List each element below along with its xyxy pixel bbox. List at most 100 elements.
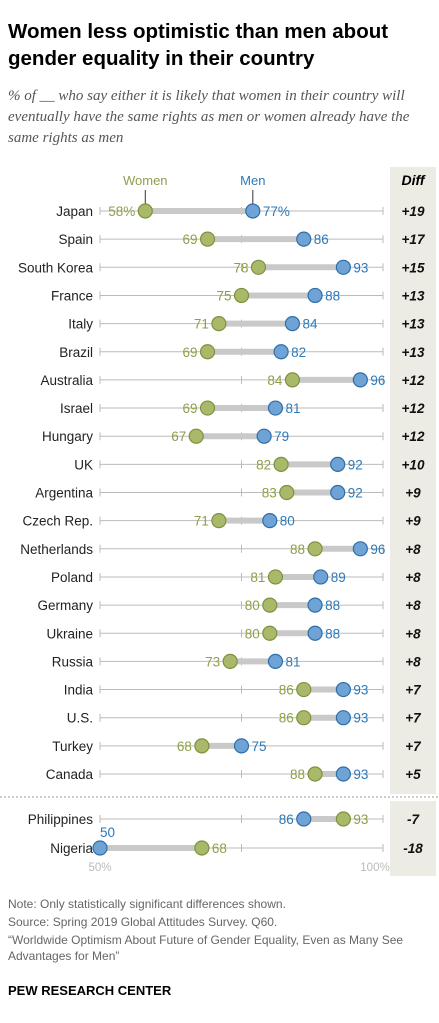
country-label: Argentina [35, 486, 93, 501]
country-label: Poland [51, 570, 93, 585]
diff-column-background [390, 167, 436, 794]
diff-value: +10 [402, 457, 425, 472]
women-dot [267, 569, 284, 585]
men-value-label: 50 [100, 825, 115, 840]
country-label: Spain [58, 232, 93, 247]
men-dot [335, 681, 351, 698]
country-label: Netherlands [20, 542, 93, 557]
legend-men: Men [240, 173, 265, 188]
men-dot [330, 456, 346, 472]
women-value-label: 82 [256, 457, 271, 472]
men-value-label: 88 [325, 288, 340, 303]
men-value-label: 93 [353, 683, 368, 698]
men-dot [296, 231, 312, 247]
country-label: Brazil [59, 345, 93, 360]
axis-label-50: 50% [88, 862, 111, 874]
diff-value: +7 [405, 739, 422, 754]
women-dot [222, 653, 238, 670]
country-label: Japan [56, 204, 93, 219]
men-dot [284, 316, 301, 332]
country-label: UK [74, 457, 93, 472]
women-dot [279, 484, 295, 501]
women-value-label: 81 [250, 570, 265, 585]
women-dot [211, 513, 227, 529]
country-label: Nigeria [50, 841, 93, 856]
women-dot [211, 316, 227, 332]
country-label: Hungary [42, 429, 93, 444]
men-value-label: 96 [370, 373, 385, 388]
women-value-label: 71 [194, 317, 209, 332]
women-value-label: 86 [279, 711, 294, 726]
chart-subtitle: % of __ who say either it is likely that… [8, 88, 410, 146]
women-dot [199, 231, 216, 247]
country-label: Turkey [52, 739, 93, 754]
women-value-label: 78 [233, 260, 248, 275]
diff-value: +12 [402, 401, 425, 416]
country-label: South Korea [18, 260, 94, 275]
men-dot [335, 259, 351, 275]
men-dot [267, 400, 284, 416]
women-value-label: 69 [183, 232, 198, 247]
country-label: France [51, 288, 93, 303]
women-dot [296, 710, 312, 726]
country-label: Italy [68, 317, 93, 332]
diff-value: +7 [405, 683, 422, 698]
men-dot [296, 811, 312, 827]
men-dot [273, 344, 289, 360]
men-value-label: 75 [252, 739, 267, 754]
diff-value: +7 [405, 711, 422, 726]
women-dot [233, 287, 250, 304]
women-value-label: 68 [177, 739, 192, 754]
men-dot [352, 541, 368, 557]
diff-column-background-lower [390, 801, 436, 876]
women-value-label: 88 [290, 542, 305, 557]
diff-header: Diff [401, 172, 425, 188]
country-label: Czech Rep. [22, 514, 93, 529]
country-label: Australia [40, 373, 93, 388]
women-value-label: 67 [171, 429, 186, 444]
men-dot [307, 597, 323, 613]
men-dot [335, 710, 351, 726]
men-dot [313, 569, 329, 585]
men-value-label: 77% [263, 204, 290, 219]
women-dot [273, 456, 289, 472]
men-value-label: 93 [353, 767, 368, 782]
men-value-label: 79 [274, 429, 289, 444]
diff-value: +17 [402, 232, 426, 247]
diff-value: +9 [405, 514, 421, 529]
diff-value: -7 [407, 812, 420, 827]
women-dot [335, 811, 351, 827]
note-text: Note: Only statistically significant dif… [8, 897, 286, 911]
diff-value: +5 [405, 767, 421, 782]
women-value-label: 80 [245, 626, 260, 641]
country-label: Israel [60, 401, 93, 416]
women-dot [188, 428, 204, 444]
men-dot [307, 625, 323, 641]
women-value-label: 68 [212, 841, 227, 856]
men-dot [92, 840, 108, 856]
men-value-label: 93 [353, 711, 368, 726]
men-value-label: 84 [302, 317, 318, 332]
women-dot [250, 259, 267, 275]
country-label: Germany [37, 598, 93, 613]
country-label: India [64, 683, 94, 698]
women-value-label: 75 [216, 288, 231, 303]
men-value-label: 89 [331, 570, 346, 585]
men-value-label: 81 [285, 401, 300, 416]
chart-title: Women less optimistic than men about gen… [8, 20, 389, 70]
women-dot [307, 766, 323, 782]
women-value-label: 58% [108, 204, 135, 219]
country-label: Philippines [28, 812, 94, 827]
diff-value: +15 [402, 260, 425, 275]
women-value-label: 69 [183, 345, 198, 360]
men-dot [267, 653, 284, 670]
men-value-label: 82 [291, 345, 306, 360]
women-dot [307, 541, 323, 557]
report-title-text: “Worldwide Optimism About Future of Gend… [8, 933, 404, 963]
diff-value: +9 [405, 486, 421, 501]
women-value-label: 83 [262, 486, 277, 501]
diff-value: +8 [405, 654, 421, 669]
men-dot [262, 513, 278, 529]
men-value-label: 80 [280, 514, 295, 529]
women-dot [262, 625, 278, 641]
